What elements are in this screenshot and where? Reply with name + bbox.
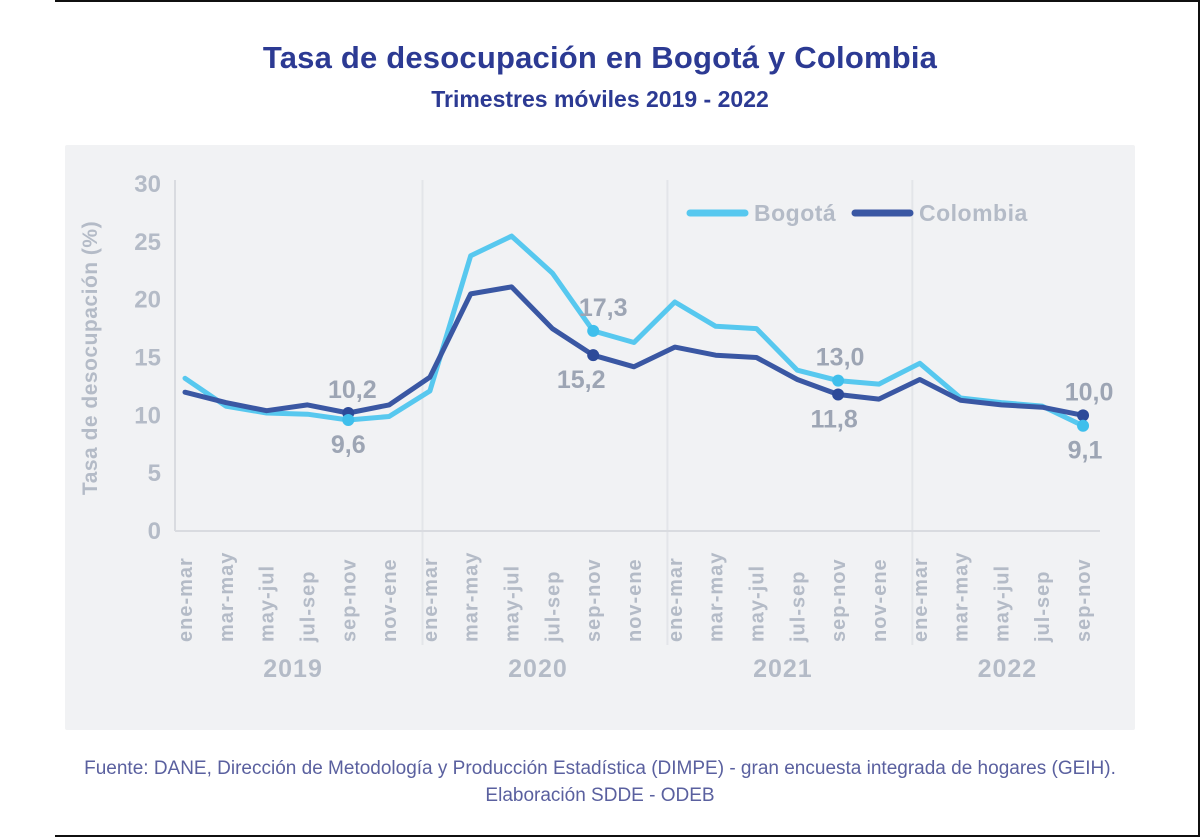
screenshot-frame-right <box>1198 0 1200 837</box>
data-point-label: 9,6 <box>331 431 366 459</box>
x-tick-label: mar-may <box>706 552 728 642</box>
elaboration-note: Elaboración SDDE - ODEB <box>485 785 715 806</box>
data-point-marker <box>587 324 600 337</box>
data-point-marker <box>587 349 600 362</box>
y-tick-label: 15 <box>134 345 161 372</box>
data-point-label: 13,0 <box>816 344 865 372</box>
year-label: 2021 <box>753 655 813 683</box>
x-tick-label: ene-mar <box>420 557 442 642</box>
series-line-colombia <box>182 284 1086 418</box>
data-point-marker <box>1077 419 1090 432</box>
y-tick-label: 0 <box>148 518 161 545</box>
data-point-marker <box>1077 409 1090 422</box>
y-tick-label: 10 <box>134 402 161 429</box>
data-point-label: 9,1 <box>1068 437 1103 465</box>
data-point-marker <box>832 388 845 401</box>
data-point-marker <box>342 413 355 426</box>
x-tick-label: sep-nov <box>828 558 850 642</box>
x-tick-label: mar-may <box>461 552 483 642</box>
data-point-label: 17,3 <box>579 294 628 322</box>
x-tick-label: may-jul <box>991 565 1013 642</box>
chart-subtitle: Trimestres móviles 2019 - 2022 <box>431 86 769 112</box>
x-tick-label: mar-may <box>216 552 238 642</box>
x-tick-label: may-jul <box>746 565 768 642</box>
data-point-label: 15,2 <box>557 366 606 394</box>
data-point-label: 10,2 <box>328 376 377 404</box>
x-tick-label: jul-sep <box>787 571 809 643</box>
x-tick-label: jul-sep <box>297 571 319 643</box>
y-tick-label: 20 <box>134 287 161 314</box>
x-tick-label: sep-nov <box>1073 558 1095 642</box>
y-tick-label: 30 <box>134 171 161 198</box>
data-point-label: 11,8 <box>810 406 857 434</box>
year-label: 2019 <box>263 655 323 683</box>
x-tick-label: sep-nov <box>583 558 605 642</box>
legend-label-colombia: Colombia <box>919 200 1028 226</box>
y-tick-label: 5 <box>148 460 161 487</box>
x-tick-label: nov-ene <box>624 558 646 642</box>
x-tick-label: sep-nov <box>338 558 360 642</box>
year-label: 2022 <box>978 655 1038 683</box>
legend-label-bogota: Bogotá <box>754 200 836 226</box>
screenshot-frame-bottom <box>55 835 1200 837</box>
x-tick-label: ene-mar <box>910 557 932 642</box>
x-tick-label: jul-sep <box>542 571 564 643</box>
x-tick-label: jul-sep <box>1032 571 1054 643</box>
x-tick-label: nov-ene <box>379 558 401 642</box>
series-line-bogot <box>182 233 1086 429</box>
chart-title: Tasa de desocupación en Bogotá y Colombi… <box>262 40 938 75</box>
x-tick-label: may-jul <box>257 565 279 642</box>
chart-panel: 2019 2020 2021 2022 0 5 10 15 20 25 30 Tasa de deso… <box>65 145 1135 730</box>
data-point-label: 10,0 <box>1065 378 1114 406</box>
screenshot-frame-top <box>55 0 1200 2</box>
chart-svg: 2019 2020 2021 2022 0 5 10 15 20 25 30 Tasa de deso… <box>79 171 1114 683</box>
year-label: 2020 <box>508 655 568 683</box>
x-tick-label: ene-mar <box>665 557 687 642</box>
x-tick-label: ene-mar <box>175 557 197 642</box>
x-tick-label: mar-may <box>951 552 973 642</box>
x-tick-label: may-jul <box>502 565 524 642</box>
x-tick-label: nov-ene <box>869 558 891 642</box>
y-axis-title: Tasa de desocupación (%) <box>79 221 102 495</box>
source-note: Fuente: DANE, Dirección de Metodología y… <box>84 758 1116 779</box>
y-tick-label: 25 <box>134 229 161 256</box>
data-point-marker <box>832 374 845 387</box>
